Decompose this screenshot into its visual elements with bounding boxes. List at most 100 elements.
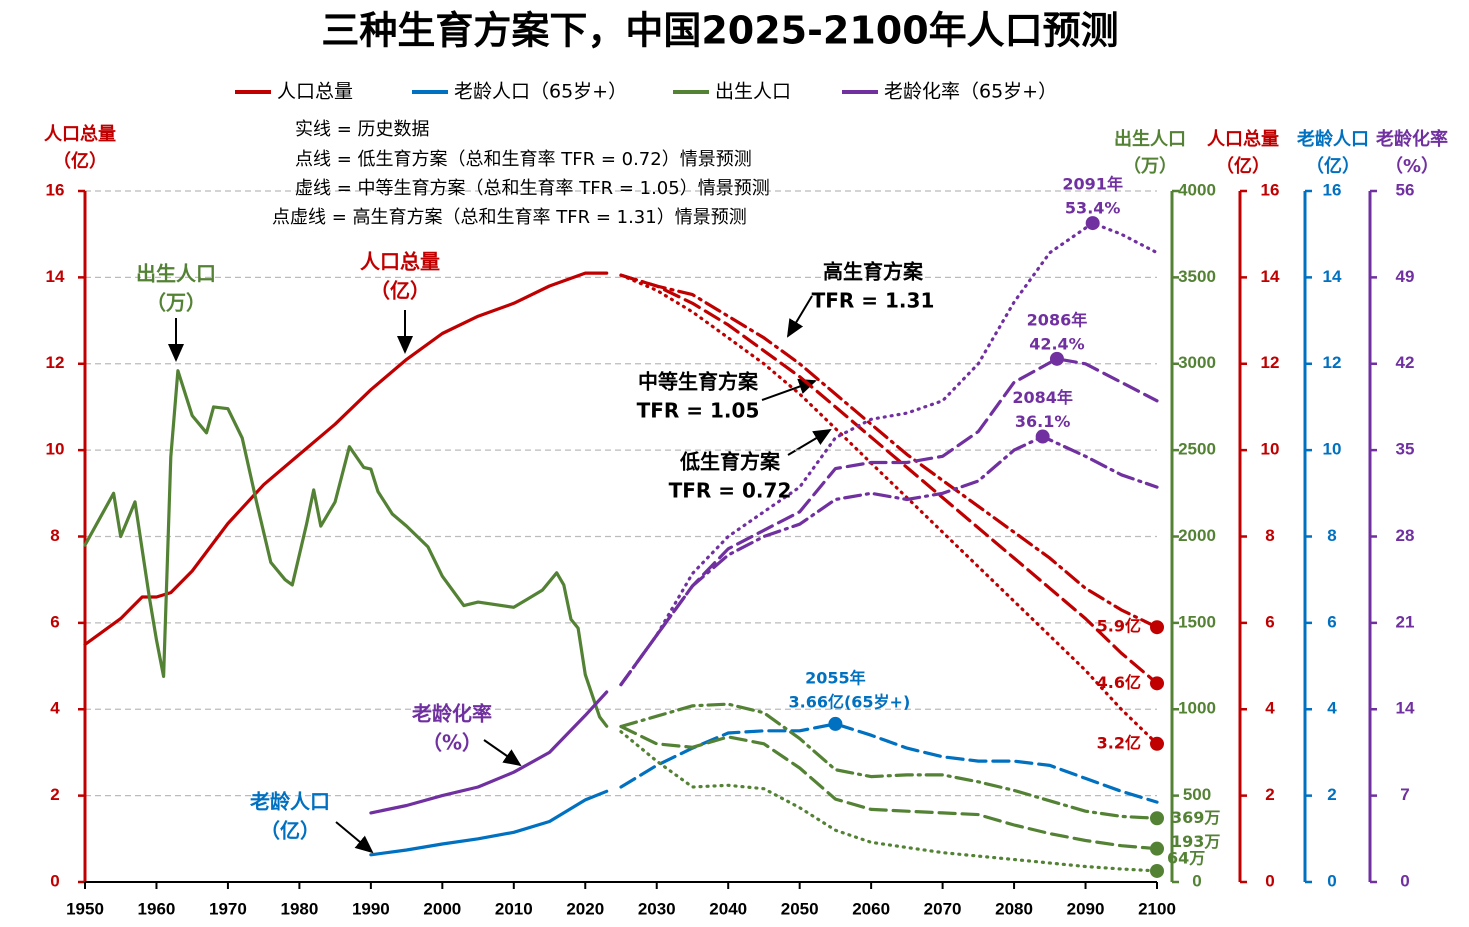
series-line bbox=[619, 724, 1159, 851]
series-line bbox=[619, 435, 1159, 687]
x-tick-label: 2030 bbox=[638, 899, 676, 918]
y-tick-label: 14 bbox=[1396, 699, 1415, 718]
callout-label: 低生育方案 bbox=[679, 450, 781, 474]
y-tick-label: 10 bbox=[46, 440, 65, 459]
y-tick-label: 42 bbox=[1396, 353, 1415, 372]
callout-label: （亿） bbox=[370, 279, 430, 303]
annotation-marker bbox=[828, 716, 843, 731]
annotation-label: 369万 bbox=[1171, 808, 1220, 827]
y-tick-label: 2 bbox=[1327, 785, 1336, 804]
callout-label: TFR = 1.05 bbox=[637, 399, 760, 423]
y-tick-label: 0 bbox=[1265, 871, 1274, 890]
note: 点线 = 低生育方案（总和生育率 TFR = 0.72）情景预测 bbox=[295, 149, 752, 170]
annotation-label: 3.66亿(65岁+) bbox=[789, 692, 911, 711]
annotation-label: 5.9亿 bbox=[1097, 617, 1141, 636]
x-tick-label: 2070 bbox=[924, 899, 962, 918]
legend-label: 老龄化率（65岁+） bbox=[884, 81, 1057, 103]
y-tick-label: 12 bbox=[1261, 353, 1280, 372]
annotation-marker bbox=[1150, 620, 1164, 635]
y-tick-label: 49 bbox=[1396, 267, 1415, 286]
y-tick-label: 0 bbox=[1327, 871, 1336, 890]
legend-label: 老龄人口（65岁+） bbox=[454, 81, 627, 103]
callout-label: （%） bbox=[422, 731, 482, 755]
note: 虚线 = 中等生育方案（总和生育率 TFR = 1.05）情景预测 bbox=[295, 178, 770, 199]
axis-title: 出生人口 bbox=[1114, 128, 1186, 150]
annotation-marker bbox=[1150, 863, 1164, 878]
x-tick-label: 2060 bbox=[852, 899, 890, 918]
annotation-label: 36.1% bbox=[1015, 412, 1071, 431]
y-tick-label: 16 bbox=[1323, 180, 1342, 199]
callout-label: （亿） bbox=[260, 819, 320, 843]
axis-title: 人口总量 bbox=[44, 123, 116, 145]
y-tick-label: 3500 bbox=[1178, 267, 1216, 286]
annotation-marker bbox=[1085, 216, 1100, 231]
annotation-label: 2091年 bbox=[1062, 175, 1123, 194]
annotation-label: 193万 bbox=[1171, 832, 1220, 851]
annotation-marker bbox=[1049, 351, 1064, 366]
y-tick-label: 2000 bbox=[1178, 526, 1216, 545]
annotation-label: 2084年 bbox=[1012, 388, 1073, 407]
annotation-label: 42.4% bbox=[1029, 334, 1085, 353]
callout-label: 人口总量 bbox=[360, 250, 440, 274]
series-line bbox=[369, 789, 609, 857]
annotation-marker bbox=[1150, 811, 1164, 826]
x-tick-label: 2080 bbox=[995, 899, 1033, 918]
y-tick-label: 21 bbox=[1396, 612, 1415, 631]
axis-title: （万） bbox=[1123, 156, 1177, 177]
x-tick-label: 2050 bbox=[781, 899, 819, 918]
y-tick-label: 0 bbox=[1400, 871, 1409, 890]
y-tick-label: 6 bbox=[1327, 612, 1336, 631]
annotation-label: 64万 bbox=[1167, 848, 1205, 867]
x-tick-label: 2100 bbox=[1138, 899, 1176, 918]
y-tick-label: 6 bbox=[50, 612, 59, 631]
x-tick-label: 1980 bbox=[280, 899, 318, 918]
annotation-label: 2086年 bbox=[1027, 310, 1088, 329]
y-tick-label: 10 bbox=[1323, 440, 1342, 459]
annotation-label: 53.4% bbox=[1065, 199, 1121, 218]
x-tick-label: 2040 bbox=[709, 899, 747, 918]
legend-label: 出生人口 bbox=[715, 81, 791, 103]
annotation-label: 3.2亿 bbox=[1097, 733, 1141, 752]
y-tick-label: 14 bbox=[1323, 267, 1342, 286]
callout-label: 高生育方案 bbox=[823, 260, 924, 284]
series-line bbox=[619, 273, 1159, 746]
y-tick-label: 10 bbox=[1261, 440, 1280, 459]
y-tick-label: 2 bbox=[50, 785, 59, 804]
series-line bbox=[619, 702, 1159, 820]
legend-label: 人口总量 bbox=[277, 81, 353, 103]
axis-title: （亿） bbox=[53, 150, 107, 172]
y-tick-label: 28 bbox=[1396, 526, 1415, 545]
annotation-label: 4.6亿 bbox=[1097, 673, 1141, 692]
y-tick-label: 0 bbox=[1192, 871, 1201, 890]
y-tick-label: 2500 bbox=[1178, 440, 1216, 459]
y-tick-label: 56 bbox=[1396, 180, 1415, 199]
series-line bbox=[619, 273, 1159, 685]
callout-label: 老龄人口 bbox=[250, 790, 330, 814]
callout-label: 出生人口 bbox=[136, 262, 216, 286]
series-line bbox=[83, 271, 609, 647]
axis-title: （%） bbox=[1385, 156, 1439, 177]
series-line bbox=[369, 690, 609, 815]
chart-title: 三种生育方案下，中国2025-2100年人口预测 bbox=[321, 9, 1118, 53]
note: 实线 = 历史数据 bbox=[295, 119, 430, 140]
y-tick-label: 14 bbox=[46, 267, 65, 286]
annotation-marker bbox=[1150, 841, 1164, 856]
annotation-label: 2055年 bbox=[805, 668, 866, 687]
x-tick-label: 2000 bbox=[423, 899, 461, 918]
callout-label: 中等生育方案 bbox=[638, 370, 759, 394]
y-tick-label: 2 bbox=[1265, 785, 1274, 804]
y-tick-label: 8 bbox=[1327, 526, 1336, 545]
callout-label: TFR = 1.31 bbox=[812, 289, 935, 313]
y-tick-label: 3000 bbox=[1178, 353, 1216, 372]
axis-title: （亿） bbox=[1216, 155, 1270, 177]
y-tick-label: 6 bbox=[1265, 612, 1274, 631]
y-tick-label: 0 bbox=[50, 871, 59, 890]
y-tick-label: 1000 bbox=[1178, 699, 1216, 718]
series-line bbox=[83, 369, 609, 728]
axis-title: 老龄化率 bbox=[1376, 128, 1448, 150]
y-tick-label: 4000 bbox=[1178, 180, 1216, 199]
x-tick-label: 1960 bbox=[138, 899, 176, 918]
y-tick-label: 4 bbox=[1327, 699, 1337, 718]
series-line bbox=[619, 730, 1159, 873]
y-tick-label: 12 bbox=[46, 353, 65, 372]
